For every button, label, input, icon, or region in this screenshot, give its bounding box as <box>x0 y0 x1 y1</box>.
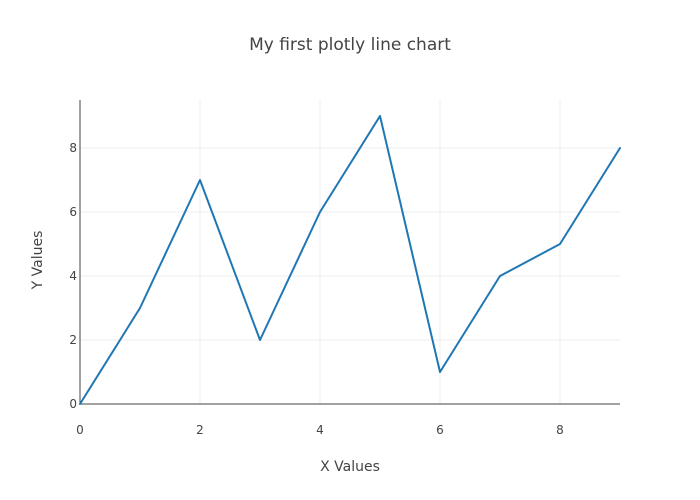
axes <box>79 100 620 405</box>
data-point <box>439 371 441 373</box>
chart-title: My first plotly line chart <box>249 35 451 55</box>
x-tick-label: 2 <box>196 423 204 437</box>
y-axis-title: Y Values <box>30 231 46 291</box>
tick-labels: 0 2 4 6 8 0 2 4 6 8 <box>69 141 563 437</box>
data-point <box>259 339 261 341</box>
x-axis-title: X Values <box>320 459 380 475</box>
x-tick-label: 6 <box>436 423 444 437</box>
x-tick-label: 0 <box>76 423 84 437</box>
series-line <box>79 115 621 405</box>
x-tick-label: 8 <box>556 423 564 437</box>
series-layer <box>79 115 621 405</box>
gridlines <box>80 100 620 404</box>
data-point <box>499 275 501 277</box>
data-point <box>139 307 141 309</box>
y-tick-label: 4 <box>69 269 77 283</box>
data-point <box>619 147 621 149</box>
x-tick-label: 4 <box>316 423 324 437</box>
y-tick-label: 8 <box>69 141 77 155</box>
data-point <box>379 115 381 117</box>
y-tick-label: 6 <box>69 205 77 219</box>
data-point <box>319 211 321 213</box>
data-point <box>199 179 201 181</box>
data-point <box>559 243 561 245</box>
y-tick-label: 2 <box>69 333 77 347</box>
y-tick-label: 0 <box>69 397 77 411</box>
data-point <box>79 403 81 405</box>
